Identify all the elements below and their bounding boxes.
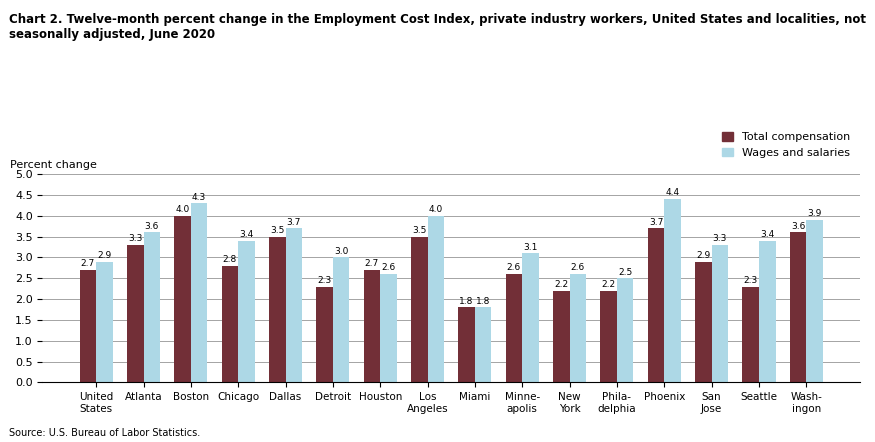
Text: 3.0: 3.0 bbox=[334, 247, 348, 256]
Text: 2.6: 2.6 bbox=[570, 263, 585, 272]
Bar bbox=[806, 220, 822, 382]
Bar bbox=[127, 245, 144, 382]
Text: 1.8: 1.8 bbox=[459, 297, 473, 306]
Bar bbox=[600, 291, 617, 382]
Bar bbox=[664, 199, 681, 382]
Text: 2.2: 2.2 bbox=[554, 280, 569, 289]
Text: 2.9: 2.9 bbox=[97, 251, 112, 260]
Bar bbox=[648, 228, 664, 382]
Bar bbox=[458, 308, 475, 382]
Text: 3.4: 3.4 bbox=[240, 230, 254, 239]
Text: 4.4: 4.4 bbox=[666, 188, 680, 198]
Bar bbox=[570, 274, 586, 382]
Y-axis label: Percent change: Percent change bbox=[10, 160, 96, 170]
Text: Source: U.S. Bureau of Labor Statistics.: Source: U.S. Bureau of Labor Statistics. bbox=[9, 427, 200, 438]
Bar bbox=[332, 257, 349, 382]
Bar bbox=[144, 232, 160, 382]
Text: 3.1: 3.1 bbox=[523, 243, 538, 251]
Text: 3.4: 3.4 bbox=[760, 230, 774, 239]
Text: 2.6: 2.6 bbox=[382, 263, 396, 272]
Bar bbox=[221, 266, 238, 382]
Text: 3.9: 3.9 bbox=[808, 209, 822, 218]
Text: 2.3: 2.3 bbox=[744, 276, 758, 285]
Bar bbox=[80, 270, 96, 382]
Text: 4.0: 4.0 bbox=[176, 205, 190, 214]
Text: 2.5: 2.5 bbox=[618, 267, 633, 277]
Bar bbox=[381, 274, 396, 382]
Text: 2.3: 2.3 bbox=[318, 276, 332, 285]
Text: Chart 2. Twelve-month percent change in the Employment Cost Index, private indus: Chart 2. Twelve-month percent change in … bbox=[9, 13, 865, 41]
Bar bbox=[238, 241, 255, 382]
Bar bbox=[553, 291, 570, 382]
Bar bbox=[522, 253, 539, 382]
Bar bbox=[475, 308, 492, 382]
Bar bbox=[191, 203, 207, 382]
Text: 4.0: 4.0 bbox=[429, 205, 443, 214]
Bar bbox=[790, 232, 806, 382]
Bar bbox=[695, 262, 711, 382]
Text: 3.5: 3.5 bbox=[270, 226, 284, 235]
Text: 2.6: 2.6 bbox=[507, 263, 522, 272]
Bar bbox=[711, 245, 728, 382]
Bar bbox=[174, 216, 191, 382]
Text: 3.5: 3.5 bbox=[412, 226, 426, 235]
Text: 2.2: 2.2 bbox=[602, 280, 616, 289]
Text: 2.9: 2.9 bbox=[696, 251, 710, 260]
Text: 3.6: 3.6 bbox=[791, 222, 805, 231]
Text: 3.7: 3.7 bbox=[287, 217, 301, 227]
Text: 2.8: 2.8 bbox=[223, 255, 237, 264]
Bar bbox=[617, 278, 634, 382]
Bar bbox=[96, 262, 113, 382]
Text: 3.6: 3.6 bbox=[144, 222, 159, 231]
Legend: Total compensation, Wages and salaries: Total compensation, Wages and salaries bbox=[718, 128, 855, 162]
Bar bbox=[428, 216, 444, 382]
Bar bbox=[317, 286, 332, 382]
Text: 3.3: 3.3 bbox=[713, 234, 727, 243]
Text: 2.7: 2.7 bbox=[365, 259, 379, 268]
Text: 1.8: 1.8 bbox=[476, 297, 490, 306]
Bar bbox=[506, 274, 522, 382]
Bar bbox=[364, 270, 381, 382]
Bar bbox=[742, 286, 759, 382]
Bar bbox=[285, 228, 302, 382]
Text: 2.7: 2.7 bbox=[80, 259, 95, 268]
Text: 4.3: 4.3 bbox=[192, 193, 206, 202]
Bar bbox=[411, 236, 428, 382]
Bar bbox=[269, 236, 285, 382]
Text: 3.3: 3.3 bbox=[128, 234, 143, 243]
Bar bbox=[759, 241, 775, 382]
Text: 3.7: 3.7 bbox=[648, 217, 663, 227]
